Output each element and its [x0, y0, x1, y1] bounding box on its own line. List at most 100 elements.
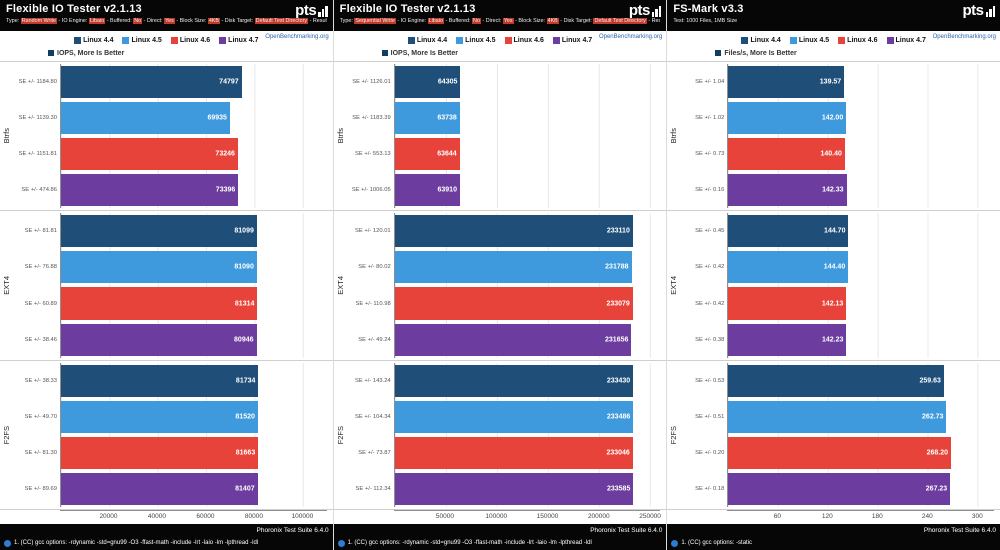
info-icon — [671, 540, 679, 547]
se-label: SE +/- 120.01 — [355, 228, 391, 235]
se-label: SE +/- 60.89 — [24, 300, 57, 307]
better-swatch-icon — [48, 50, 54, 56]
group-label: Btrfs — [667, 62, 680, 210]
bar-row: SE +/- 89.69 81407 — [13, 470, 333, 507]
openbenchmarking-link[interactable]: OpenBenchmarking.org — [598, 34, 663, 40]
subtitle-segment: Type: — [6, 18, 21, 24]
bar: 142.00 — [728, 102, 847, 135]
bar: 267.23 — [728, 472, 951, 505]
group-label: EXT4 — [334, 211, 347, 359]
bar-value: 63738 — [437, 114, 457, 122]
bar-value: 63644 — [437, 150, 457, 158]
bar-track: 259.63 — [727, 362, 995, 399]
group-label-text: F2FS — [335, 425, 345, 444]
openbenchmarking-link[interactable]: OpenBenchmarking.org — [932, 34, 997, 40]
bar-row: SE +/- 112.34 233585 — [347, 470, 667, 507]
group-rows: SE +/- 38.33 81734 SE +/- 49.70 81520 SE +/-… — [13, 361, 333, 509]
bar-track: 140.40 — [727, 136, 995, 173]
se-label: SE +/- 0.42 — [695, 300, 725, 307]
bar-row: SE +/- 120.01 233110 — [347, 213, 667, 250]
group-rows: SE +/- 143.24 233430 SE +/- 104.34 233486 SE… — [347, 361, 667, 509]
better-label-text: IOPS, More Is Better — [57, 49, 125, 57]
legend-label: Linux 4.6 — [847, 37, 878, 44]
legend-swatch-icon — [886, 37, 894, 44]
bar-value: 233046 — [606, 449, 630, 457]
pts-logo: pts — [295, 3, 328, 18]
bar-track: 231788 — [393, 249, 661, 286]
bar-value: 231656 — [605, 336, 629, 344]
panel-header: Flexible IO Tester v2.1.13 Type: Sequent… — [333, 0, 667, 31]
x-tick-label: 200000 — [587, 513, 610, 520]
bar: 142.23 — [728, 323, 847, 356]
panel-subtitle: Type: Sequential Write - IO Engine: Liba… — [340, 17, 660, 26]
group-rows: SE +/- 120.01 233110 SE +/- 80.02 231788 SE … — [347, 211, 667, 359]
bar: 63644 — [394, 138, 460, 171]
openbenchmarking-link[interactable]: OpenBenchmarking.org — [265, 34, 329, 40]
x-tick-label: 60000 — [196, 513, 215, 520]
bar-row: SE +/- 1006.05 63910 — [347, 172, 667, 209]
bar-track: 144.40 — [727, 249, 995, 286]
legend-swatch-icon — [838, 37, 846, 44]
se-label: SE +/- 89.69 — [24, 485, 57, 492]
legend-item: Linux 4.5 — [789, 37, 829, 44]
se-label: SE +/- 0.45 — [695, 228, 725, 235]
legend-swatch-icon — [504, 37, 512, 44]
bar-value: 81099 — [234, 227, 254, 235]
bar-track: 233430 — [393, 362, 661, 399]
se-label: SE +/- 38.33 — [24, 377, 57, 384]
bar-track: 63644 — [393, 136, 661, 173]
x-tick-label: 50000 — [435, 513, 454, 520]
bar: 233486 — [394, 400, 634, 433]
bar: 142.33 — [728, 174, 847, 207]
legend-label: Linux 4.4 — [83, 37, 114, 44]
bar-row: SE +/- 1.02 142.00 — [680, 100, 1000, 137]
group-label-text: F2FS — [2, 425, 11, 444]
se-label: SE +/- 0.38 — [695, 336, 725, 343]
bar-row: SE +/- 474.86 73396 — [13, 172, 333, 209]
group-label: F2FS — [667, 361, 680, 509]
benchmark-panel: Flexible IO Tester v2.1.13 Type: Sequent… — [333, 0, 668, 550]
x-axis: 60 120 180 240 300 — [727, 510, 995, 524]
se-label: SE +/- 49.70 — [24, 413, 57, 420]
bar-row: SE +/- 80.02 231788 — [347, 249, 667, 286]
bar-value: 144.70 — [824, 227, 846, 235]
bar: 81520 — [61, 400, 258, 433]
bar-track: 142.00 — [727, 100, 995, 137]
bar-group: EXT4 SE +/- 0.45 144.70 SE +/- 0.42 144.40 SE… — [667, 211, 1000, 361]
bar-row: SE +/- 0.38 142.23 — [680, 321, 1000, 358]
subtitle-segment: - Buffered: — [443, 18, 473, 24]
pts-bars-icon — [318, 5, 328, 17]
x-axis: 20000 40000 60000 80000 100000 — [60, 510, 327, 524]
bar: 64305 — [394, 66, 461, 99]
x-tick-label: 20000 — [99, 513, 118, 520]
bar-value: 142.23 — [822, 336, 844, 344]
bar-track: 233079 — [393, 285, 661, 322]
bar-row: SE +/- 0.42 144.40 — [680, 249, 1000, 286]
x-tick-label: 150000 — [536, 513, 559, 520]
pts-bars-icon — [651, 5, 662, 17]
footer-version-row: Phoronix Test Suite 6.4.0 — [4, 526, 329, 535]
bar-value: 140.40 — [820, 150, 842, 158]
plot: Btrfs SE +/- 1126.01 64305 SE +/- 1183.39 63… — [333, 61, 667, 510]
better-label-text: IOPS, More Is Better — [390, 49, 458, 57]
bar-track: 73246 — [60, 136, 327, 173]
x-axis: 50000 100000 150000 200000 250000 — [393, 510, 661, 524]
legend-item: Linux 4.7 — [219, 37, 259, 44]
better-label: IOPS, More Is Better — [381, 47, 667, 59]
group-label: F2FS — [0, 361, 13, 509]
bar: 74797 — [61, 66, 242, 99]
bar-track: 233110 — [393, 213, 661, 250]
x-tick-label: 240 — [921, 513, 933, 520]
group-label-text: EXT4 — [2, 276, 11, 295]
footer-note-row: 1. (CC) gcc options: -rdynamic -std=gnu9… — [4, 539, 329, 548]
bar: 63738 — [394, 102, 460, 135]
bar-track: 74797 — [60, 64, 327, 101]
se-label: SE +/- 0.42 — [695, 264, 725, 271]
bar-value: 233079 — [606, 300, 630, 308]
bar-track: 142.13 — [727, 285, 995, 322]
legend-item: Linux 4.6 — [838, 37, 878, 44]
better-swatch-icon — [381, 50, 388, 56]
bar-value: 267.23 — [925, 485, 948, 493]
bar-row: SE +/- 0.18 267.23 — [680, 470, 1000, 507]
subtitle-segment: No — [472, 18, 481, 24]
